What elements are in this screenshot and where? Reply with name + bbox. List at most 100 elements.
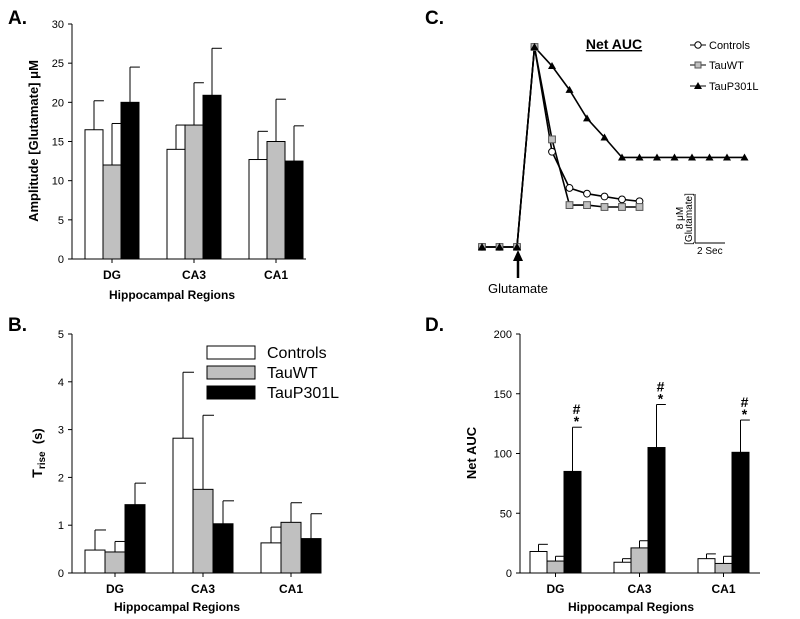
panel-a-ylabel: Amplitude [Glutamate] μM — [26, 60, 41, 222]
panel-d-ylabel: Net AUC — [464, 426, 479, 479]
y-tick-label: 20 — [52, 97, 64, 109]
y-tick-label: 4 — [58, 377, 64, 389]
point-controls — [618, 195, 626, 204]
category-label-dg: DG — [547, 582, 565, 596]
y-tick-label: 0 — [506, 568, 512, 580]
point-taup301l — [688, 153, 696, 161]
point-taup301l — [653, 153, 661, 161]
point-tauwt — [635, 203, 644, 211]
significance-hash-ca3: # — [657, 379, 665, 395]
significance-star-ca1: * — [742, 406, 748, 422]
panel-c-legend: Controls TauWT TauP301L — [690, 40, 759, 93]
scalebar-x-label: 2 Sec — [697, 246, 723, 257]
bar-taup301l-ca1 — [284, 160, 304, 260]
y-tick-label: 10 — [52, 176, 64, 188]
point-taup301l — [495, 243, 504, 250]
point-taup301l — [635, 153, 644, 161]
bar-tauwt-dg — [104, 551, 126, 574]
glutamate-arrow — [513, 250, 523, 278]
category-label-ca1: CA1 — [711, 582, 735, 596]
scale-bar — [694, 194, 725, 244]
point-taup301l — [513, 243, 521, 250]
bar-controls-dg — [84, 129, 104, 260]
category-label-ca1: CA1 — [279, 582, 303, 596]
bar-controls-ca3 — [166, 148, 186, 260]
point-controls — [583, 189, 591, 198]
bar-taup301l-ca3 — [212, 523, 234, 574]
bar-taup301l-ca1 — [731, 451, 750, 574]
point-tauwt — [565, 201, 574, 209]
bar-tauwt-dg — [102, 164, 122, 260]
panel-a-xlabel: Hippocampal Regions — [109, 288, 235, 302]
point-taup301l — [705, 153, 714, 161]
panel-c-legend-tauwt: TauWT — [709, 60, 744, 72]
bar-tauwt-ca1 — [266, 141, 286, 260]
y-tick-label: 200 — [494, 329, 512, 341]
category-label-ca3: CA3 — [182, 268, 206, 282]
point-taup301l — [670, 153, 679, 161]
bar-tauwt-ca1 — [280, 521, 302, 574]
panel-c-legend-taup301l: TauP301L — [709, 81, 759, 93]
legend-label-controls: Controls — [267, 345, 327, 362]
point-controls — [600, 192, 609, 201]
legend-swatch-taup301l — [206, 385, 256, 400]
bar-controls-dg — [529, 550, 548, 574]
bar-tauwt-ca3 — [630, 547, 649, 574]
point-taup301l — [530, 43, 539, 50]
bar-taup301l-dg — [124, 504, 146, 574]
scalebar-y-label: 8 μM — [675, 207, 686, 229]
scalebar-y-unit: [Glutamate] — [684, 193, 695, 245]
bar-controls-ca3 — [613, 561, 632, 574]
y-tick-label: 5 — [58, 329, 64, 341]
panel-b-ylabel-unit: (s) — [30, 428, 45, 451]
bar-controls-ca1 — [697, 558, 716, 574]
panel-b-ylabel-main: T — [29, 469, 45, 478]
panel-b-ylabel: Trise (s) — [29, 428, 48, 477]
point-taup301l — [565, 85, 574, 93]
legend-marker-tauwt — [694, 61, 702, 69]
point-taup301l — [600, 133, 609, 141]
bar-tauwt-ca3 — [192, 488, 214, 574]
significance-star-dg: * — [574, 413, 580, 429]
bar-taup301l-dg — [563, 470, 582, 574]
y-tick-label: 100 — [494, 449, 512, 461]
y-tick-label: 1 — [58, 520, 64, 532]
point-taup301l — [583, 114, 591, 122]
y-tick-label: 0 — [58, 568, 64, 580]
y-tick-label: 5 — [58, 215, 64, 227]
legend-swatch-controls — [206, 345, 256, 360]
legend-label-taup301l: TauP301L — [267, 385, 339, 402]
legend-swatch-tauwt — [206, 365, 256, 380]
bar-controls-ca1 — [260, 542, 282, 574]
panel-c-legend-controls: Controls — [709, 40, 750, 52]
y-tick-label: 25 — [52, 58, 64, 70]
panel-label-c: C. — [425, 8, 444, 29]
point-taup301l — [723, 153, 731, 161]
significance-hash-dg: # — [573, 401, 581, 417]
point-tauwt — [583, 201, 591, 209]
bar-taup301l-ca3 — [202, 94, 222, 260]
panel-label-b: B. — [8, 315, 27, 336]
category-label-ca3: CA3 — [191, 582, 215, 596]
legend-marker-taup301l — [694, 82, 702, 89]
point-taup301l — [618, 153, 626, 161]
legend-label-tauwt: TauWT — [267, 365, 318, 382]
panel-a-chart: Amplitude [Glutamate] μM Hippocampal Reg… — [26, 19, 306, 302]
glutamate-label: Glutamate — [488, 281, 548, 296]
bar-taup301l-ca3 — [647, 447, 666, 574]
y-tick-label: 2 — [58, 472, 64, 484]
y-tick-label: 0 — [58, 254, 64, 266]
panel-c-chart: Net AUC Controls TauWT TauP301L Glutamat… — [478, 36, 759, 296]
bar-tauwt-ca1 — [714, 562, 733, 574]
point-taup301l — [478, 243, 486, 250]
bar-controls-ca1 — [248, 159, 268, 260]
point-controls — [548, 147, 556, 156]
panel-d-xlabel: Hippocampal Regions — [568, 600, 694, 614]
category-label-ca1: CA1 — [264, 268, 288, 282]
bar-controls-dg — [84, 549, 106, 574]
y-tick-label: 50 — [500, 508, 512, 520]
panel-b-xlabel: Hippocampal Regions — [114, 600, 240, 614]
y-tick-label: 15 — [52, 137, 64, 149]
bar-tauwt-dg — [546, 560, 565, 574]
